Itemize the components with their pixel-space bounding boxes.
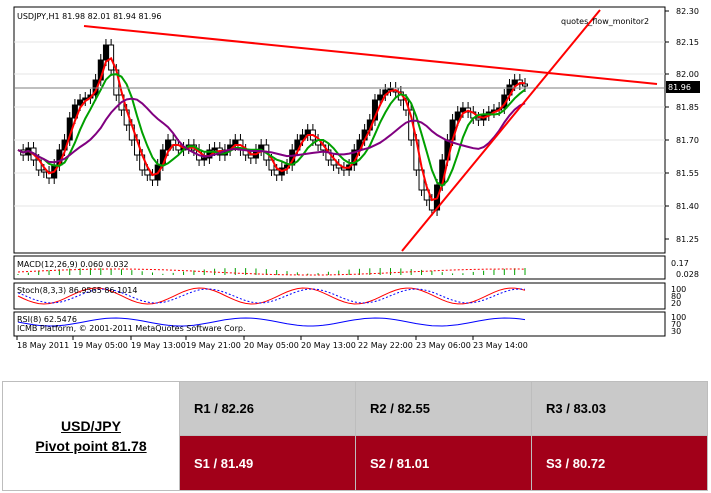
macd-pane[interactable]: [13, 255, 666, 280]
indicator-name: quotes_flow_monitor2: [561, 17, 649, 26]
symbol-info: USDJPY,H1 81.98 82.01 81.94 81.96: [17, 12, 161, 21]
moving-average-line: [17, 73, 526, 188]
candle-body: [201, 157, 208, 161]
candle-body: [71, 104, 78, 119]
price-tick-label: 81.55: [676, 169, 699, 178]
pivot-table: USD/JPY Pivot point 81.78 R1 / 82.26 R2 …: [2, 381, 708, 491]
pair-title: USD/JPY: [61, 418, 121, 434]
rsi-scale-30: 30: [671, 327, 681, 336]
support-3: S3 / 80.72: [531, 435, 708, 491]
time-tick-label: 20 May 05:00: [244, 341, 299, 350]
time-tick-label: 20 May 13:00: [301, 341, 356, 350]
price-tick-label: 81.70: [676, 136, 699, 145]
time-tick-label: 19 May 05:00: [73, 341, 128, 350]
stoch-scale-80: 80: [671, 292, 681, 301]
rsi-line: [17, 317, 526, 327]
candle-body: [77, 99, 84, 106]
chart-window[interactable]: USDJPY,H1 81.98 82.01 81.94 81.96 quotes…: [0, 0, 711, 355]
candle-body: [428, 199, 435, 211]
resistance-trendline[interactable]: [83, 25, 658, 85]
rsi-label: RSI(8) 62.5476: [17, 315, 77, 324]
rsi-pane[interactable]: [13, 311, 666, 337]
candle-body: [377, 94, 384, 101]
moving-average-line: [17, 56, 526, 202]
price-chart[interactable]: USDJPY,H1 81.98 82.01 81.94 81.96 quotes…: [0, 0, 711, 355]
pivot-point: Pivot point 81.78: [35, 438, 147, 454]
pair-cell: USD/JPY Pivot point 81.78: [2, 381, 180, 491]
candle-body: [522, 83, 528, 87]
candle-body: [211, 147, 218, 151]
resistance-1: R1 / 82.26: [179, 381, 356, 436]
candle-body: [454, 111, 461, 121]
time-tick-label: 23 May 14:00: [473, 341, 528, 350]
price-tick-label: 81.25: [676, 235, 699, 244]
time-tick-label: 19 May 21:00: [186, 341, 241, 350]
time-tick-label: 23 May 06:00: [416, 341, 471, 350]
price-tick-label: 81.85: [676, 103, 699, 112]
rsi-scale-100: 100: [671, 313, 686, 322]
macd-signal-line: [17, 268, 526, 276]
stoch-scale-20: 20: [671, 299, 681, 308]
price-tick-label: 82.15: [676, 38, 699, 47]
resistance-3: R3 / 83.03: [531, 381, 708, 436]
macd-scale-top: 0.17: [671, 259, 689, 268]
main-pane[interactable]: [13, 6, 666, 254]
price-scale: 82.30 82.15 82.00 81.85 81.70 81.55 81.40 81.25: [665, 7, 699, 244]
stoch-label: Stoch(8,3,3) 86.9565 86.1014: [17, 286, 137, 295]
price-tick-label: 81.40: [676, 202, 699, 211]
macd-scale-mid: 0.028: [676, 270, 699, 279]
time-tick-label: 19 May 13:00: [131, 341, 186, 350]
time-tick-label: 22 May 22:00: [358, 341, 413, 350]
resistance-2: R2 / 82.55: [355, 381, 532, 436]
candle-body: [102, 44, 109, 61]
stoch-scale-100: 100: [671, 285, 686, 294]
current-price-marker: [666, 81, 700, 93]
time-tick-label: 18 May 2011: [17, 341, 69, 350]
candle-body: [475, 117, 482, 121]
copyright: ICMB Platform, © 2001-2011 MetaQuotes So…: [17, 324, 246, 333]
price-tick-label: 82.30: [676, 7, 699, 16]
support-2: S2 / 81.01: [355, 435, 532, 491]
candle-body: [273, 169, 280, 176]
time-axis: 18 May 2011 19 May 05:00 19 May 13:00 19 Ma…: [16, 336, 528, 350]
current-price-label: 81.96: [668, 83, 691, 92]
moving-average-line: [17, 97, 526, 164]
support-trendline[interactable]: [401, 9, 601, 252]
rsi-scale-70: 70: [671, 320, 681, 329]
moving-averages: [17, 56, 526, 202]
macd-label: MACD(12,26,9) 0.060 0.032: [17, 260, 129, 269]
price-tick-label: 82.00: [676, 70, 699, 79]
candle-body: [247, 154, 254, 159]
support-1: S1 / 81.49: [179, 435, 356, 491]
stoch-signal-line: [17, 288, 526, 304]
